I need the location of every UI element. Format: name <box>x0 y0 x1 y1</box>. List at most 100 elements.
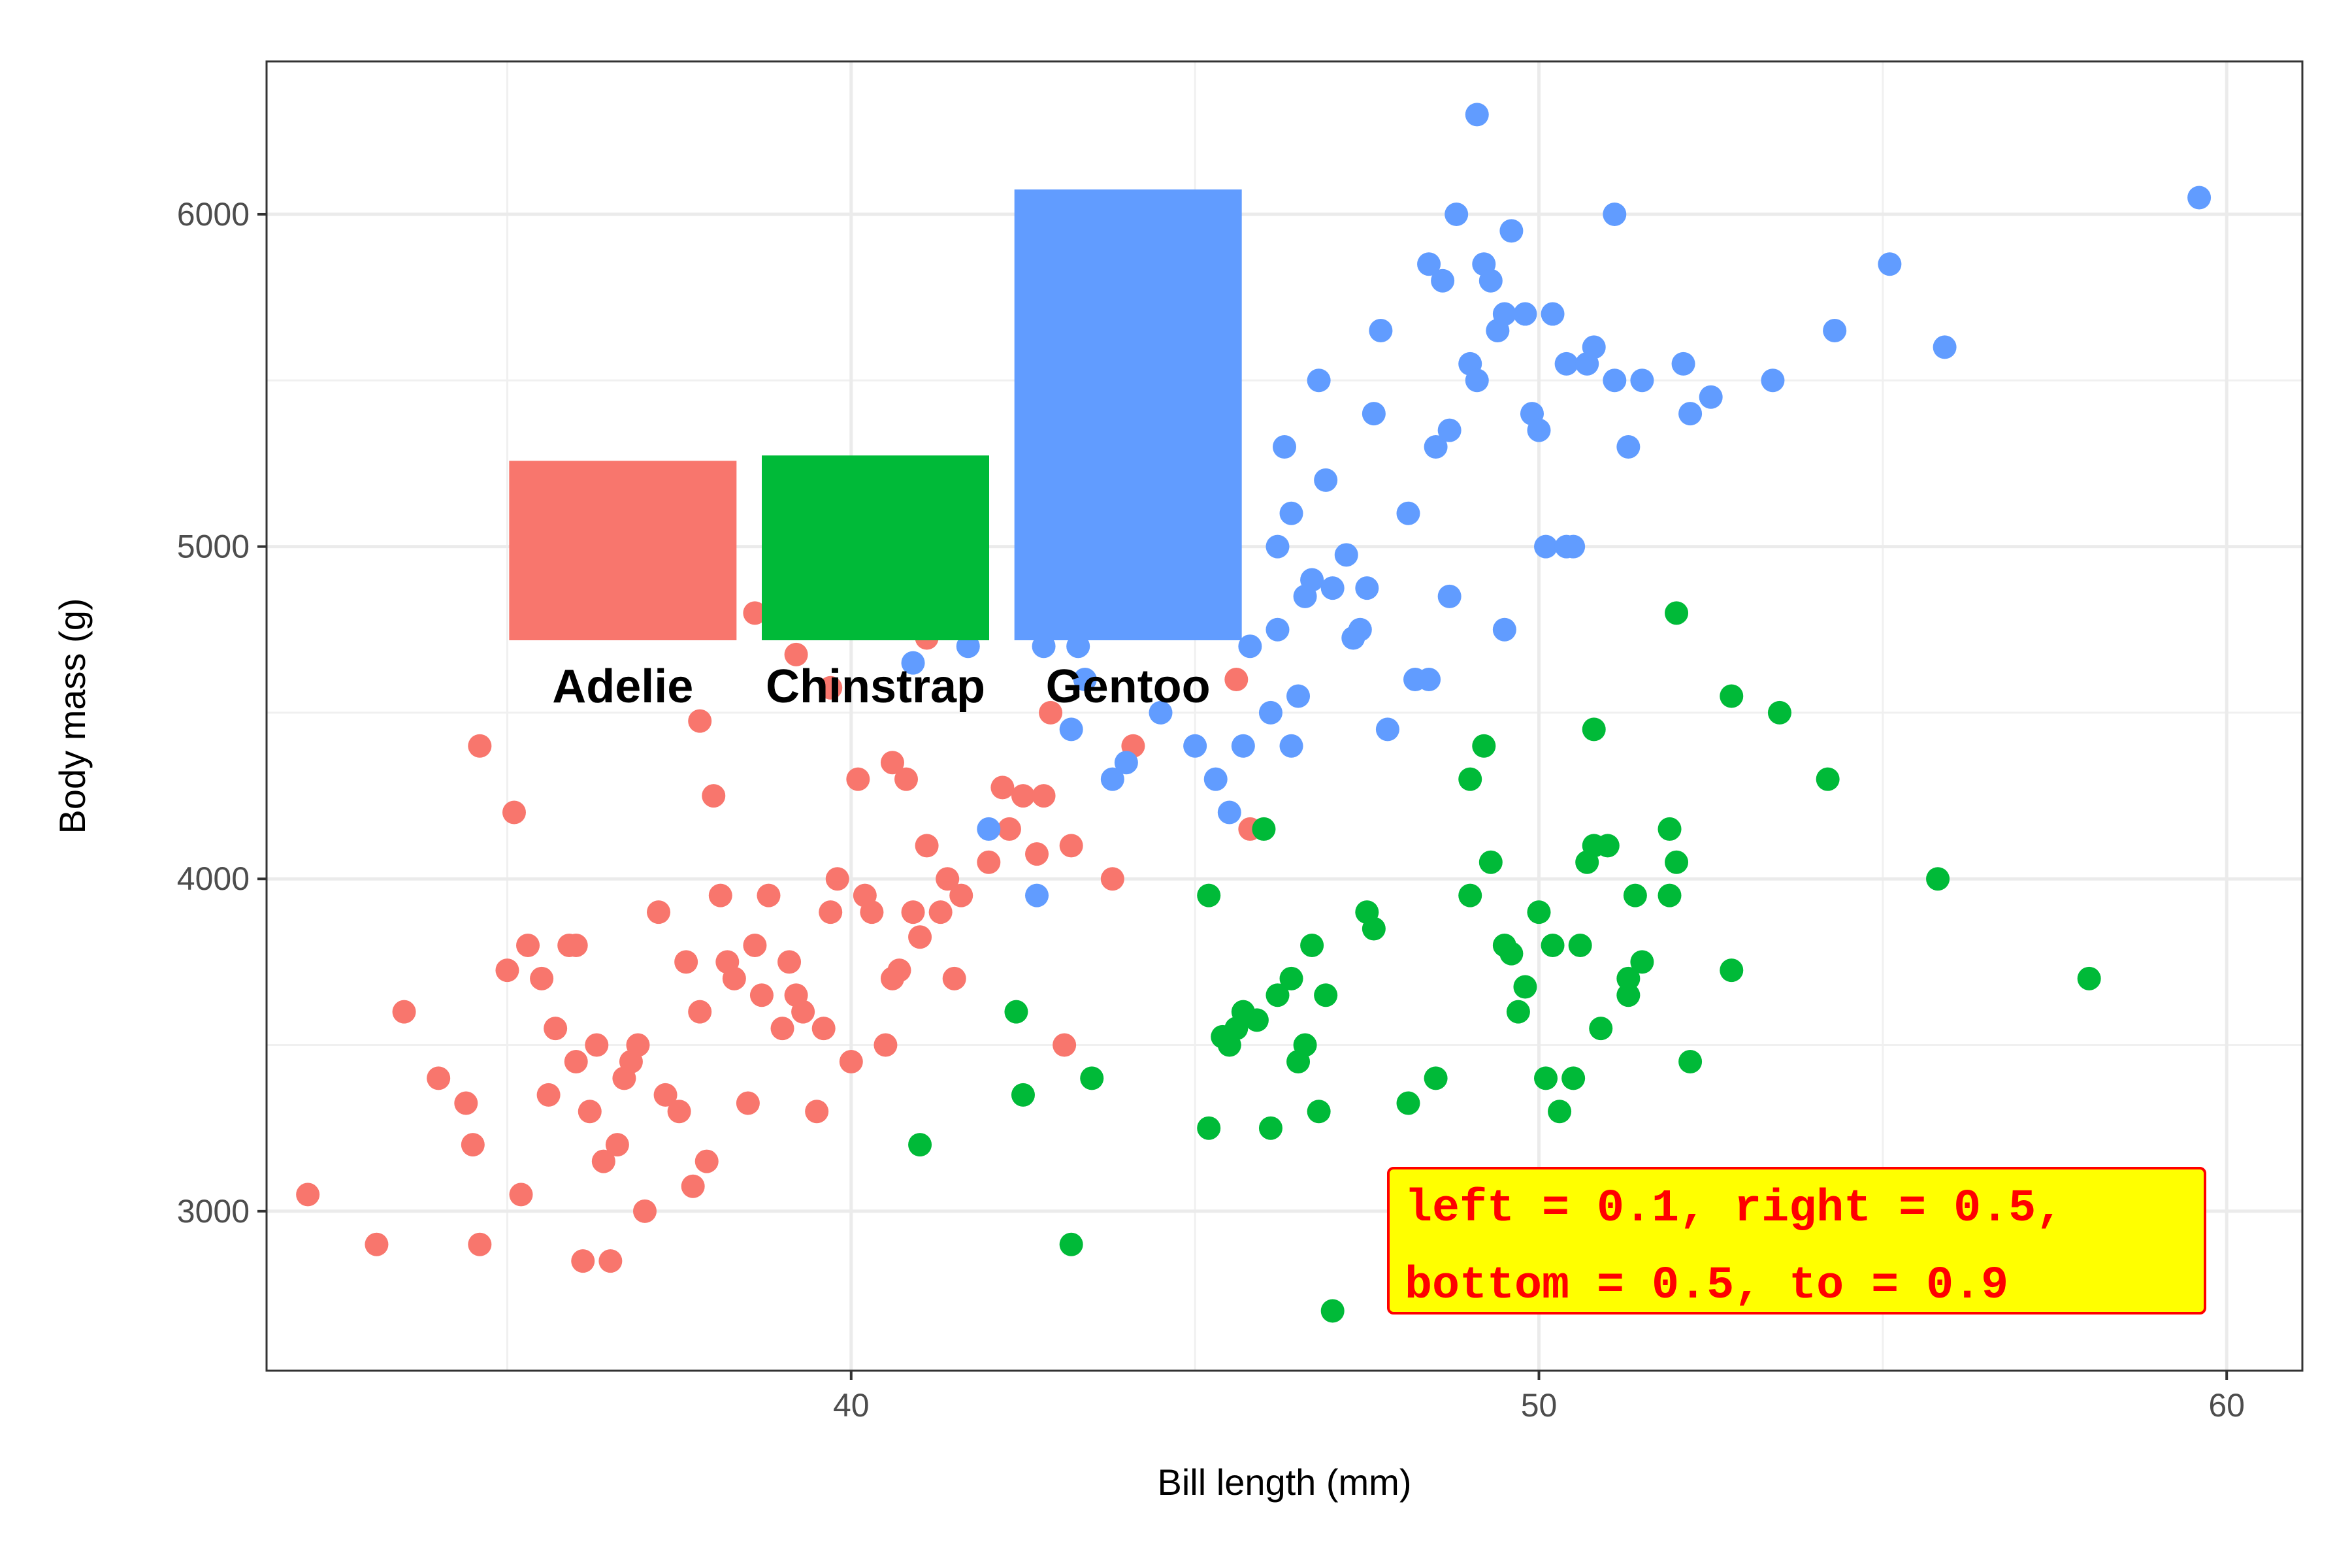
point-gentoo <box>1678 402 1703 426</box>
point-chinstrap <box>1245 1008 1269 1032</box>
point-gentoo <box>1320 576 1345 600</box>
point-gentoo <box>1355 576 1379 600</box>
axes: 40 50 60 3000 4000 5000 6000 <box>177 196 2245 1424</box>
point-gentoo <box>1258 700 1282 725</box>
point-gentoo <box>1534 534 1558 559</box>
point-adelie <box>811 1017 836 1041</box>
point-gentoo <box>1933 335 1957 359</box>
point-gentoo <box>1513 302 1537 326</box>
point-gentoo <box>1362 402 1386 426</box>
point-adelie <box>1224 668 1249 692</box>
point-chinstrap <box>1258 1116 1282 1140</box>
point-adelie <box>544 1017 568 1041</box>
point-gentoo <box>1231 734 1255 758</box>
point-adelie <box>564 933 588 957</box>
point-chinstrap <box>1314 983 1338 1007</box>
y-axis-label: Body mass (g) <box>52 598 93 834</box>
point-adelie <box>791 1000 815 1024</box>
point-adelie <box>936 867 960 891</box>
point-gentoo <box>1183 734 1207 758</box>
point-adelie <box>454 1091 478 1115</box>
point-gentoo <box>1582 335 1606 359</box>
point-gentoo <box>1554 534 1578 559</box>
point-adelie <box>591 1149 615 1173</box>
point-adelie <box>605 1133 629 1157</box>
inset-label-gentoo: Gentoo <box>1046 661 1211 713</box>
point-gentoo <box>1266 617 1290 642</box>
point-adelie <box>674 950 698 974</box>
point-adelie <box>860 900 884 924</box>
point-adelie <box>1053 1033 1077 1057</box>
point-adelie <box>468 734 492 758</box>
point-chinstrap <box>1720 958 1744 983</box>
point-gentoo <box>1492 617 1516 642</box>
point-chinstrap <box>1080 1066 1104 1090</box>
point-gentoo <box>1066 634 1090 659</box>
point-gentoo <box>2187 186 2212 210</box>
point-chinstrap <box>1589 1017 1613 1041</box>
point-adelie <box>757 883 781 907</box>
point-adelie <box>688 709 712 733</box>
point-chinstrap <box>1011 1083 1035 1107</box>
inset-label-adelie: Adelie <box>552 661 693 713</box>
point-adelie <box>530 966 554 990</box>
point-adelie <box>571 1249 595 1273</box>
point-gentoo <box>1478 269 1503 293</box>
point-gentoo <box>1671 351 1695 376</box>
point-gentoo <box>1603 368 1627 393</box>
point-adelie <box>777 950 802 974</box>
point-adelie <box>536 1083 561 1107</box>
point-adelie <box>564 1049 588 1073</box>
point-adelie <box>874 1033 898 1057</box>
point-gentoo <box>1314 468 1338 492</box>
point-adelie <box>632 1199 657 1223</box>
annotation-line: bottom = 0.5, to = 0.9 <box>1405 1260 2008 1312</box>
point-gentoo <box>1761 368 1785 393</box>
point-gentoo <box>1149 700 1173 725</box>
point-gentoo <box>1541 302 1565 326</box>
point-adelie <box>819 676 843 700</box>
point-adelie <box>1011 784 1035 808</box>
point-chinstrap <box>1004 1000 1028 1024</box>
point-gentoo <box>1369 318 1393 342</box>
point-adelie <box>928 900 953 924</box>
inset-bar-chinstrap <box>762 455 989 640</box>
point-chinstrap <box>1293 1033 1317 1057</box>
point-chinstrap <box>1197 1116 1221 1140</box>
point-chinstrap <box>1279 966 1303 990</box>
point-gentoo <box>1499 219 1524 243</box>
point-gentoo <box>1100 767 1124 791</box>
y-tick-label: 4000 <box>177 860 250 897</box>
point-chinstrap <box>1561 1066 1586 1090</box>
point-adelie <box>880 751 904 775</box>
point-adelie <box>427 1066 451 1090</box>
point-adelie <box>839 1049 863 1073</box>
point-adelie <box>468 1232 492 1256</box>
point-gentoo <box>1279 734 1303 758</box>
point-chinstrap <box>1658 883 1682 907</box>
point-adelie <box>653 1083 678 1107</box>
point-chinstrap <box>1720 684 1744 708</box>
point-adelie <box>702 784 726 808</box>
point-chinstrap <box>1458 883 1482 907</box>
point-gentoo <box>1437 584 1462 608</box>
point-adelie <box>1032 784 1056 808</box>
point-adelie <box>585 1033 609 1057</box>
point-adelie <box>1059 834 1083 858</box>
x-axis-label: Bill length (mm) <box>1158 1462 1412 1503</box>
point-gentoo <box>1465 103 1489 127</box>
point-adelie <box>887 958 911 983</box>
point-chinstrap <box>1623 883 1647 907</box>
point-adelie <box>997 817 1021 841</box>
x-tick-label: 40 <box>833 1387 870 1424</box>
point-gentoo <box>1823 318 1847 342</box>
point-gentoo <box>1417 252 1441 276</box>
point-chinstrap <box>1478 850 1503 874</box>
point-adelie <box>908 925 932 949</box>
point-gentoo <box>1059 717 1083 742</box>
point-adelie <box>894 767 919 791</box>
inset-bar-adelie <box>509 461 737 640</box>
point-gentoo <box>1492 302 1516 326</box>
point-gentoo <box>1073 668 1097 692</box>
